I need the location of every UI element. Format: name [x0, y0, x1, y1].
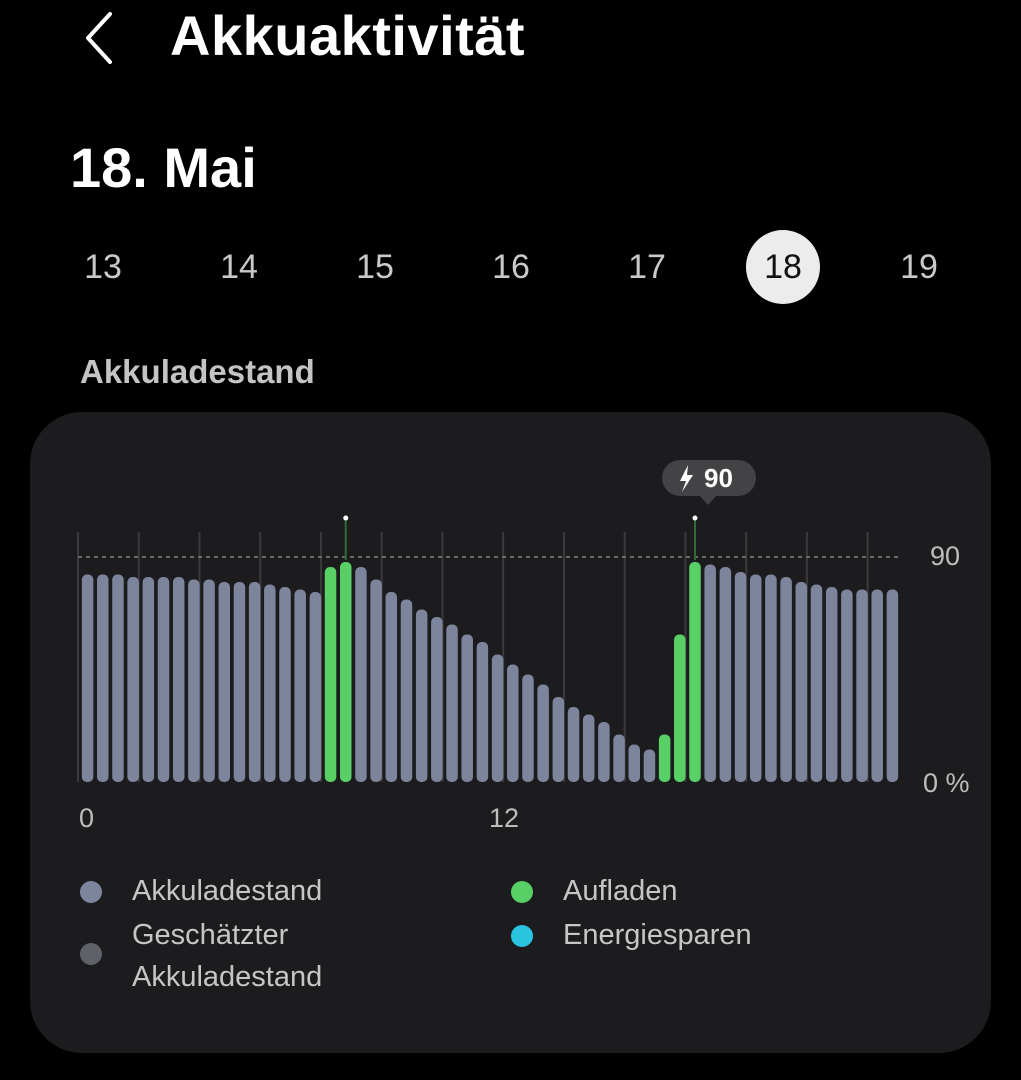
y-tick-label-0: 0 % — [923, 768, 970, 798]
legend-item-estimated-level: Geschätzter Akkuladestand — [80, 914, 362, 998]
bar-charging — [689, 562, 701, 782]
callout-pointer — [700, 496, 716, 505]
bar — [749, 574, 762, 782]
chevron-left-icon — [86, 12, 112, 64]
bar — [765, 574, 777, 782]
day-17[interactable]: 17 — [628, 247, 666, 286]
page-title: Akkuaktivität — [170, 4, 526, 67]
bar — [355, 567, 367, 782]
bar-charging — [674, 634, 686, 782]
bar — [841, 589, 853, 782]
bar — [142, 577, 155, 782]
day-selector: 13 14 15 16 17 18 19 — [0, 230, 1021, 304]
bar — [294, 589, 306, 782]
bar — [507, 664, 519, 782]
bar — [415, 609, 428, 782]
bar — [476, 642, 489, 782]
bar — [112, 574, 124, 782]
bar — [218, 582, 231, 782]
bar — [628, 744, 641, 782]
battery-chart: 90 90 0 % 0 12 — [77, 460, 970, 832]
bar — [279, 587, 291, 782]
day-15[interactable]: 15 — [356, 247, 394, 286]
bar — [461, 634, 473, 782]
x-tick-label-0: 0 — [79, 803, 94, 832]
bar — [567, 707, 580, 782]
bar — [81, 574, 94, 782]
charge-callout: 90 — [662, 460, 756, 505]
legend-label: Aufladen — [563, 875, 678, 907]
bar — [264, 584, 276, 782]
section-label: Akkuladestand — [80, 353, 315, 390]
bar — [886, 589, 899, 782]
bar — [385, 592, 398, 782]
day-13[interactable]: 13 — [84, 247, 122, 286]
bar — [871, 589, 883, 782]
legend-dot — [511, 925, 533, 947]
day-14[interactable]: 14 — [220, 247, 258, 286]
callout-value: 90 — [704, 463, 733, 493]
bar — [856, 589, 868, 782]
bar — [491, 654, 504, 782]
bar — [810, 584, 823, 782]
back-button[interactable] — [76, 6, 126, 66]
charge-peak-dot — [343, 515, 349, 521]
bar — [825, 587, 838, 782]
bar — [431, 617, 443, 782]
bar — [719, 567, 732, 782]
callout-bubble — [662, 460, 756, 496]
bar — [613, 734, 625, 782]
bar — [704, 564, 716, 782]
day-16[interactable]: 16 — [492, 247, 530, 286]
legend-dot — [80, 881, 102, 903]
bars — [81, 515, 899, 782]
bar — [203, 579, 215, 782]
legend-label: Energiesparen — [563, 919, 752, 951]
bar — [598, 722, 610, 782]
bar — [795, 582, 808, 782]
bar — [370, 579, 382, 782]
bar — [157, 577, 170, 782]
charge-peak-dot — [692, 515, 698, 521]
date-heading: 18. Mai — [70, 136, 257, 199]
legend-label: Akkuladestand — [132, 875, 323, 907]
bar — [643, 749, 656, 782]
y-tick-label-90: 90 — [930, 541, 960, 571]
bar — [309, 592, 322, 782]
x-tick-label-12: 12 — [489, 803, 519, 832]
bar — [552, 697, 565, 782]
legend-label: Geschätzter Akkuladestand — [132, 919, 323, 993]
legend-dot — [511, 881, 533, 903]
bar — [127, 577, 139, 782]
bar — [188, 579, 200, 782]
bar — [582, 714, 595, 782]
bar — [537, 684, 549, 782]
day-18-selected[interactable]: 18 — [746, 230, 820, 304]
bar — [248, 582, 261, 782]
legend-item-charging: Aufladen — [511, 870, 823, 912]
bar — [97, 574, 109, 782]
bar — [446, 624, 458, 782]
bar — [780, 577, 792, 782]
legend-dot — [80, 943, 102, 965]
bar-charging — [658, 734, 671, 782]
bar — [172, 577, 185, 782]
battery-chart-card: 90 90 0 % 0 12 Akkuladestand Geschätzter… — [30, 412, 991, 1053]
bar-charging — [324, 567, 337, 782]
legend-item-battery-level: Akkuladestand — [80, 870, 392, 912]
legend-item-power-saving: Energiesparen — [511, 914, 823, 956]
bar — [400, 599, 413, 782]
header: Akkuaktivität — [0, 0, 1021, 80]
bar — [233, 582, 246, 782]
bar — [522, 674, 534, 782]
bar-charging — [339, 562, 352, 782]
day-19[interactable]: 19 — [900, 247, 938, 286]
bar — [734, 572, 747, 782]
bolt-icon — [680, 465, 693, 492]
